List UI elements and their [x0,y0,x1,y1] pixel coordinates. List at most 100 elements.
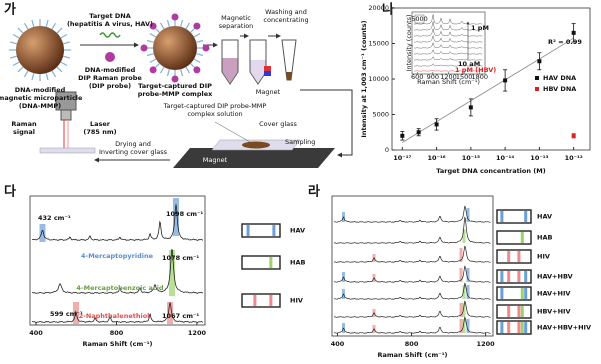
spike [193,58,201,64]
x-tick-label: 800 [110,329,124,337]
schematic-label: concentrating [263,16,308,24]
spike [149,58,157,64]
schematic-label: probe-MMP complex [138,90,213,98]
complex-sphere [153,26,197,70]
target-dna [99,32,121,38]
schematic-label: Washing and [265,8,307,16]
tube-liquid [222,58,238,83]
schematic-label: Magnetic [221,14,251,22]
schematic-label: (DIP probe) [89,82,131,90]
code-strip [520,322,524,333]
inset-label: 10 aM [458,60,480,68]
objective [60,109,72,121]
spike [196,53,204,57]
x-tick-label: 800 [405,340,419,348]
y-axis-title: Intensity at 1,003 cm⁻¹ (counts) [360,20,368,137]
inset-tick-label: 600 [411,73,423,81]
inset-tick-label: 1800 [472,73,489,81]
slide [39,147,96,154]
schematic-label: DNA-modified [85,66,136,74]
code-strip [524,271,528,282]
code-strip [517,306,521,317]
highlight [169,250,175,296]
spectrum [32,204,204,241]
code-strip [520,306,524,317]
schematic-label: (785 nm) [83,128,116,136]
panel-label: 다 [4,184,16,200]
code-strip [520,288,524,299]
schematic-label: magnetic microparticle [0,94,83,102]
legend-swatch [535,76,539,80]
schematic-label: Magnet [256,88,281,96]
x-tick-label: 1200 [188,329,207,337]
code-strip [524,211,528,222]
spike [60,61,68,67]
inset-spectrum [413,27,483,37]
fit-line [402,37,574,143]
spike [56,66,63,73]
plot-frame [29,195,206,326]
highlight [167,302,173,324]
code-strip [253,295,257,306]
probe-dot [140,44,148,52]
spike [185,22,191,30]
highlight [459,268,463,282]
legend-swatch [535,87,539,91]
schematic-label: DNA-modified [15,86,66,94]
annotation: 1067 cm⁻¹ [162,312,199,320]
highlight [466,208,470,222]
spike [12,61,20,67]
mmp-sphere [16,26,64,74]
probe-particle [105,52,115,62]
probe-dot [149,66,157,74]
schematic-label: (DNA-MMP) [19,102,61,110]
highlight [459,248,463,262]
highlight [459,319,463,333]
inset-x-title: Raman Shift (cm⁻¹) [417,78,480,86]
probe-dot [193,66,201,74]
annotation: R² = 0.99 [548,38,582,46]
code-strip [524,288,528,299]
annotation: 4-Mercaptobenzoic acid [76,284,164,292]
arrow [300,89,353,158]
inset-spectrum [413,20,483,31]
code-strip [272,225,276,236]
code-strip [507,251,511,262]
code-strip [524,322,528,333]
inset-label: 1 pM [471,24,489,32]
spike [159,22,165,30]
leader [214,121,251,143]
code-box [496,304,532,319]
inset-spectrum [413,42,483,49]
inset-spectrum [413,63,483,67]
spike [193,32,201,38]
spectrum [333,245,491,263]
schematic-label: Sampling [285,138,315,146]
code-box [496,230,532,245]
spectrum [32,302,204,324]
spike [185,66,191,74]
spike [12,33,20,39]
x-axis-title: Raman Shift (cm⁻¹) [82,340,152,348]
droplet [242,141,270,149]
x-tick-label: 10⁻¹² [565,154,583,162]
code-strip [517,251,521,262]
spike [149,32,157,38]
code-box [241,255,281,270]
point [537,59,542,64]
spectrum [333,216,491,244]
inset-spectrum [413,49,483,55]
code-label: HBV+HIV [537,308,571,316]
spike [196,39,204,43]
schematic-label: Cover glass [259,120,297,128]
highlight [73,302,79,324]
schematic [16,26,353,168]
y-tick-label: 20000 [368,4,389,12]
point [416,130,421,135]
schematic-label: complex solution [187,110,242,118]
spike [51,70,57,78]
plot-frame [331,195,494,337]
panel-label: 나 [382,2,394,18]
spectrum [333,316,491,334]
